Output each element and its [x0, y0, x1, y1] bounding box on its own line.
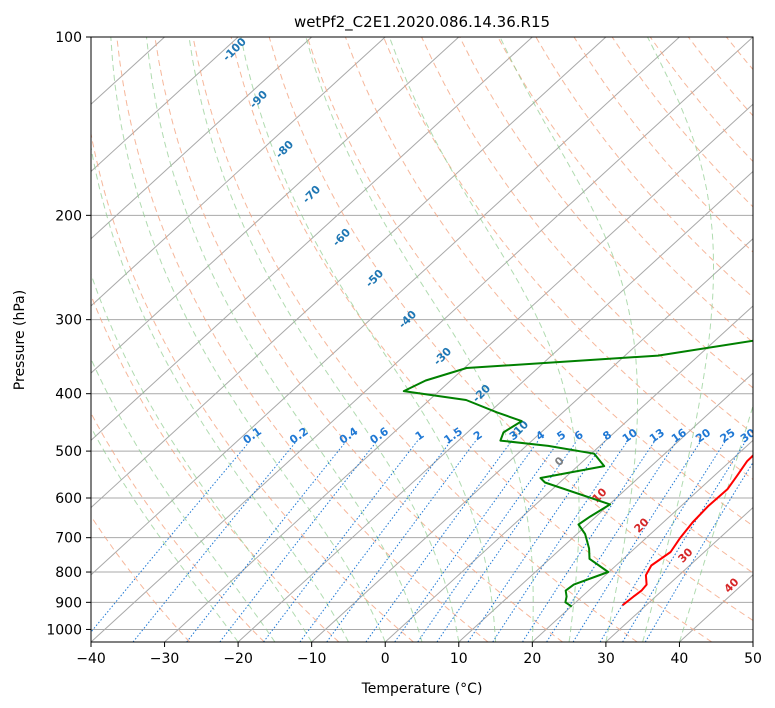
- isotherm-line: [91, 37, 607, 509]
- isotherm-line: [237, 170, 753, 642]
- isotherm-line: [91, 37, 313, 240]
- mixing-ratio-line: [394, 440, 539, 642]
- mixing-ratio-line: [522, 440, 656, 642]
- dewpoint-line: [402, 339, 753, 608]
- isotherm-line: [91, 37, 460, 374]
- isotherm-line: [384, 305, 753, 642]
- y-axis: 100 200 300 400 500 600 700 800 900 1000: [46, 30, 91, 638]
- mixing-ratio-line: [599, 440, 727, 642]
- dry-adiabat-line: [344, 37, 753, 527]
- x-tick-label: 20: [523, 651, 541, 667]
- profile-lines: [402, 339, 753, 608]
- plot-frame: [90, 36, 754, 643]
- isotherm-line: [91, 37, 386, 307]
- isotherm-line: [91, 37, 239, 173]
- chart-title: wetPf2_C2E1.2020.086.14.36.R15: [294, 13, 550, 32]
- mixing-ratio-line: [546, 440, 678, 642]
- moist-adiabat-line: [110, 37, 386, 642]
- dry-adiabat-line: [154, 37, 563, 642]
- temperature-line: [621, 454, 753, 606]
- isotherm-line: [164, 103, 753, 642]
- isotherm-line: [311, 237, 753, 642]
- moist-adiabat-line: [146, 37, 423, 642]
- y-axis-label: Pressure (hPa): [12, 290, 28, 390]
- mixing-ratio-line: [299, 440, 452, 642]
- y-tick-label: 200: [55, 208, 82, 224]
- dry-adiabat-line: [91, 515, 191, 642]
- y-tick-label: 1000: [46, 622, 82, 638]
- dry-adiabat-line: [116, 37, 489, 642]
- moist-adiabat-line: [188, 37, 460, 642]
- x-tick-label: 0: [381, 651, 390, 667]
- mixing-ratio-line: [436, 440, 578, 642]
- x-tick-label: 40: [671, 651, 689, 667]
- moist-adiabat-line: [91, 144, 349, 642]
- moist-adiabat-line: [91, 357, 276, 642]
- x-tick-label: −40: [76, 651, 106, 667]
- mixing-ratio-line: [219, 440, 378, 642]
- dry-adiabat-line: [192, 37, 638, 642]
- dry-adiabat-line: [91, 412, 265, 642]
- mixing-ratio-line: [91, 440, 251, 633]
- moist-adiabat-line: [240, 37, 497, 642]
- y-tick-label: 100: [55, 30, 82, 46]
- mixing-ratio-line: [417, 440, 560, 642]
- x-axis: −40 −30 −20 −10 0 10 20 30 40 50: [76, 642, 762, 667]
- x-tick-label: 30: [597, 651, 615, 667]
- dry-adiabat-line: [306, 37, 753, 574]
- isotherm-line: [605, 506, 753, 642]
- y-tick-label: 600: [55, 491, 82, 507]
- dry-adiabat-line: [535, 37, 753, 298]
- x-tick-label: −20: [223, 651, 253, 667]
- moist-adiabat-line: [642, 37, 714, 642]
- x-tick-label: 50: [744, 651, 762, 667]
- x-axis-label: Temperature (°C): [361, 681, 483, 697]
- mixing-ratio-line: [467, 440, 606, 642]
- y-tick-label: 400: [55, 387, 82, 403]
- y-tick-label: 500: [55, 444, 82, 460]
- moist-adiabat-line: [91, 272, 313, 642]
- isotherm-line: [91, 37, 680, 576]
- mixing-ratio-line: [132, 440, 298, 642]
- isotherm-line: [458, 372, 753, 642]
- y-tick-label: 800: [55, 565, 82, 581]
- mixing-ratio-line: [622, 440, 747, 642]
- y-tick-label: 300: [55, 313, 82, 329]
- y-tick-label: 900: [55, 595, 82, 611]
- x-tick-label: −30: [150, 651, 180, 667]
- mixing-ratio-line: [263, 440, 419, 642]
- x-tick-label: −10: [297, 651, 327, 667]
- moist-adiabat-line: [499, 37, 638, 642]
- mixing-ratio-line: [572, 440, 702, 642]
- moist-adiabat-line: [305, 37, 534, 642]
- dry-adiabat-line: [230, 37, 713, 642]
- x-tick-label: 10: [450, 651, 468, 667]
- moist-adiabat-line: [388, 37, 580, 642]
- mixing-ratio-line: [326, 440, 477, 642]
- background-lines: [91, 37, 753, 642]
- dry-adiabat-line: [268, 37, 753, 622]
- mixing-ratio-line: [492, 440, 629, 642]
- isotherm-line: [91, 37, 533, 442]
- isotherm-line: [531, 439, 753, 642]
- moist-adiabat-line: [91, 426, 239, 642]
- mixing-ratio-line: [644, 461, 753, 642]
- y-tick-label: 700: [55, 531, 82, 547]
